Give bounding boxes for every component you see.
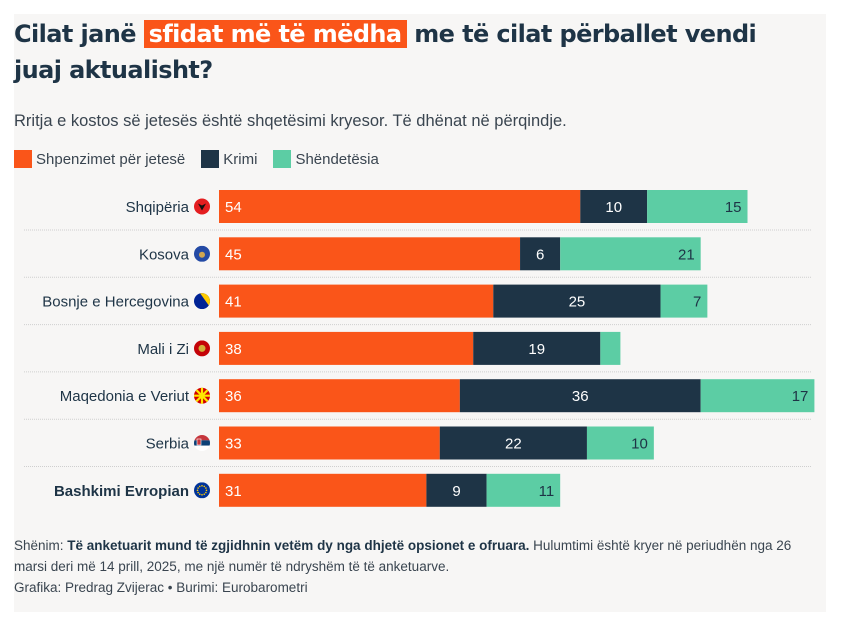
bar-segment-crime: [580, 190, 648, 223]
kosovo-flag-icon: [194, 245, 210, 262]
note-bold: Të anketuarit mund të zgjidhnin vetëm dy…: [67, 538, 530, 553]
bar-segment-health: [586, 426, 654, 460]
bar-segment-cost: [219, 190, 581, 223]
category-label: Bosnje e Hercegovina: [42, 294, 189, 311]
albania-flag-icon: [194, 198, 210, 215]
bar-segment-crime: [439, 426, 587, 460]
category-label: Bashkimi Evropian: [54, 483, 189, 500]
bar-row: Mali i Zi 38 19: [24, 331, 812, 373]
category-label: Maqedonia e Veriut: [60, 388, 190, 405]
data-label-cost: 38: [225, 341, 242, 358]
bar-segment-crime: [520, 237, 561, 271]
category-label: Serbia: [146, 436, 190, 453]
bar-segment-crime: [493, 284, 661, 318]
title-highlight: sfidat më të mëdha: [143, 20, 407, 48]
bar-segment-cost: [219, 237, 521, 271]
bar-segment-cost: [219, 426, 440, 460]
montenegro-flag-icon: [194, 340, 210, 357]
legend-swatch-health: [273, 150, 292, 168]
legend-swatch-crime: [201, 150, 220, 168]
north-macedonia-flag-icon: [194, 387, 210, 404]
chart-subtitle: Rritja e kostos së jetesës është shqetës…: [14, 112, 567, 130]
data-label-crime: 9: [452, 483, 460, 500]
serbia-flag-icon: [194, 435, 210, 451]
legend-item-health: Shëndetësia: [273, 150, 379, 168]
bar-segment-health: [647, 190, 748, 223]
data-label-crime: 25: [569, 294, 586, 311]
bar-segment-crime: [473, 331, 601, 365]
eu-flag-icon: [194, 482, 210, 499]
bar-segment-health: [560, 237, 701, 271]
bar-row: Kosova 45 6 21: [24, 237, 812, 278]
title-before: Cilat janë: [14, 20, 144, 48]
data-label-cost: 54: [225, 199, 242, 216]
bar-row: Serbia 33 22 10: [24, 426, 812, 467]
data-label-cost: 33: [225, 436, 242, 453]
data-label-health: 17: [792, 388, 809, 405]
data-label-health: 15: [725, 199, 742, 216]
bar-row: Maqedonia e Veriut 36 36 17: [24, 379, 815, 420]
legend: Shpenzimet për jetesë Krimi Shëndetësia: [14, 150, 395, 168]
data-label-cost: 41: [225, 294, 242, 311]
legend-label-crime: Krimi: [223, 150, 258, 168]
chart-title: Cilat janë sfidat më të mëdha me të cila…: [14, 16, 794, 88]
legend-item-cost: Shpenzimet për jetesë: [14, 150, 185, 168]
bar-segment-cost: [219, 379, 460, 413]
category-label: Mali i Zi: [137, 341, 189, 358]
bar-segment-crime: [426, 473, 487, 507]
data-label-cost: 31: [225, 483, 242, 500]
bar-segment-health: [660, 284, 708, 318]
bar-segment-crime: [459, 379, 701, 413]
data-label-crime: 36: [572, 388, 589, 405]
title-after: me të cilat përballet vendi juaj aktuali…: [14, 20, 757, 84]
data-label-cost: 45: [225, 246, 242, 263]
data-label-crime: 6: [536, 246, 544, 263]
data-label-health: 21: [678, 246, 695, 263]
bar-row: Bashkimi Evropian 31 9 11: [54, 473, 561, 507]
legend-label-health: Shëndetësia: [295, 150, 379, 168]
note-rest: Hulumtimi është kryer në periudhën nga 2…: [14, 538, 792, 574]
data-label-health: 11: [539, 483, 555, 500]
note-label: Shënim:: [14, 538, 68, 553]
bar-segment-health: [486, 473, 561, 507]
bosnia-flag-icon: [194, 293, 210, 310]
bar-row: Shqipëria 54 10 15: [24, 190, 812, 231]
category-label: Shqipëria: [126, 199, 190, 216]
bar-segment-health: [700, 379, 815, 413]
data-label-cost: 36: [225, 388, 242, 405]
legend-swatch-cost: [14, 150, 32, 168]
data-label-health: 10: [631, 436, 648, 453]
data-label-crime: 19: [528, 341, 545, 358]
data-label-crime: 22: [505, 436, 522, 453]
bar-row: Bosnje e Hercegovina 41 25 7: [24, 284, 812, 326]
category-label: Kosova: [139, 246, 190, 263]
bar-segment-cost: [219, 331, 474, 365]
legend-item-crime: Krimi: [201, 150, 257, 168]
data-label-health: 7: [693, 294, 701, 311]
bar-segment-cost: [219, 473, 427, 507]
bar-segment-health: [600, 331, 621, 365]
chart-credit: Grafika: Predrag Zvijerac • Burimi: Euro…: [14, 580, 308, 595]
bar-segment-cost: [219, 284, 494, 318]
data-label-crime: 10: [605, 199, 622, 216]
legend-label-cost: Shpenzimet për jetesë: [36, 150, 186, 168]
chart-note: Shënim: Të anketuarit mund të zgjidhnin …: [14, 535, 804, 577]
